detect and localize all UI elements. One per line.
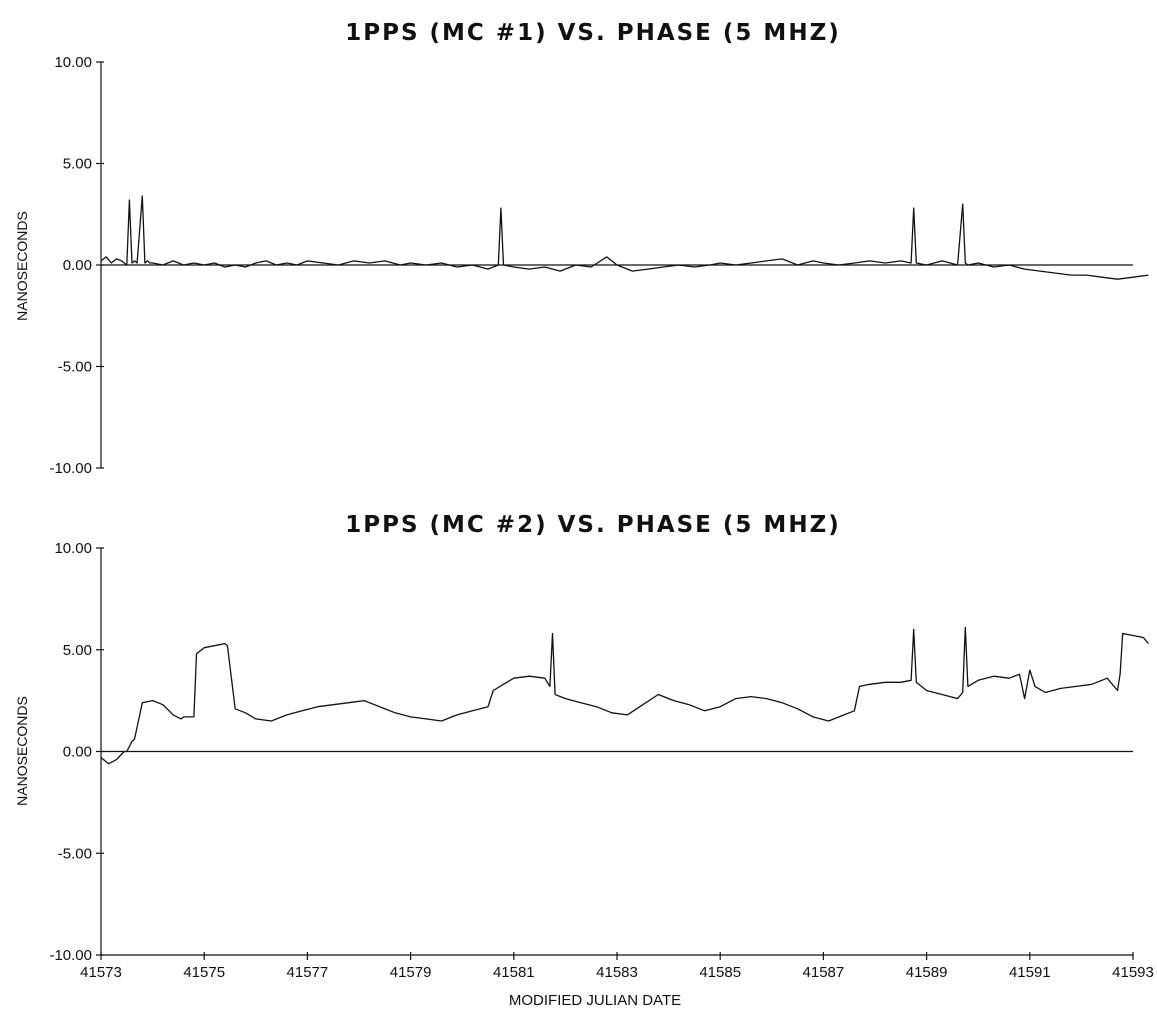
x-tick-label: 41573 [80,964,122,981]
y-tick-label: 5.00 [63,156,92,173]
y-axis-label: NANOSECONDS [14,696,30,806]
y-tick-label: 10.00 [54,540,92,557]
x-tick-label: 41579 [390,964,432,981]
data-series-line [100,195,1149,280]
chart-title: 1PPS (MC #2) VS. PHASE (5 MHZ) [345,512,841,538]
x-tick-label: 41581 [493,964,535,981]
y-axis-label: NANOSECONDS [14,211,30,321]
y-tick-label: -5.00 [58,359,92,376]
y-tick-label: -10.00 [49,460,92,477]
y-ticks: 10.00 5.00 0.00 -5.00 -10.00 [49,54,104,477]
x-tick-label: 41593 [1112,964,1154,981]
y-tick-label: -5.00 [58,845,92,862]
x-ticks: 41573 41575 41577 41579 41581 41583 41585 41587… [80,952,1154,981]
y-tick-label: 5.00 [63,642,92,659]
data-series-line [100,626,1149,765]
x-tick-label: 41587 [803,964,845,981]
chart-panel-mc2: 1PPS (MC #2) VS. PHASE (5 MHZ) NANOSECON… [14,512,1154,1009]
x-axis-label: MODIFIED JULIAN DATE [509,992,681,1009]
x-tick-label: 41585 [699,964,741,981]
x-tick-label: 41577 [287,964,329,981]
chart-title: 1PPS (MC #1) VS. PHASE (5 MHZ) [345,20,841,46]
chart-panel-mc1: 1PPS (MC #1) VS. PHASE (5 MHZ) NANOSECON… [14,20,1149,477]
y-tick-label: 10.00 [54,54,92,71]
y-ticks: 10.00 5.00 0.00 -5.00 -10.00 [49,540,104,964]
x-tick-label: 41591 [1009,964,1051,981]
y-tick-label: 0.00 [63,744,92,761]
x-tick-label: 41589 [906,964,948,981]
y-tick-label: -10.00 [49,947,92,964]
x-tick-label: 41575 [183,964,225,981]
y-tick-label: 0.00 [63,257,92,274]
x-tick-label: 41583 [596,964,638,981]
